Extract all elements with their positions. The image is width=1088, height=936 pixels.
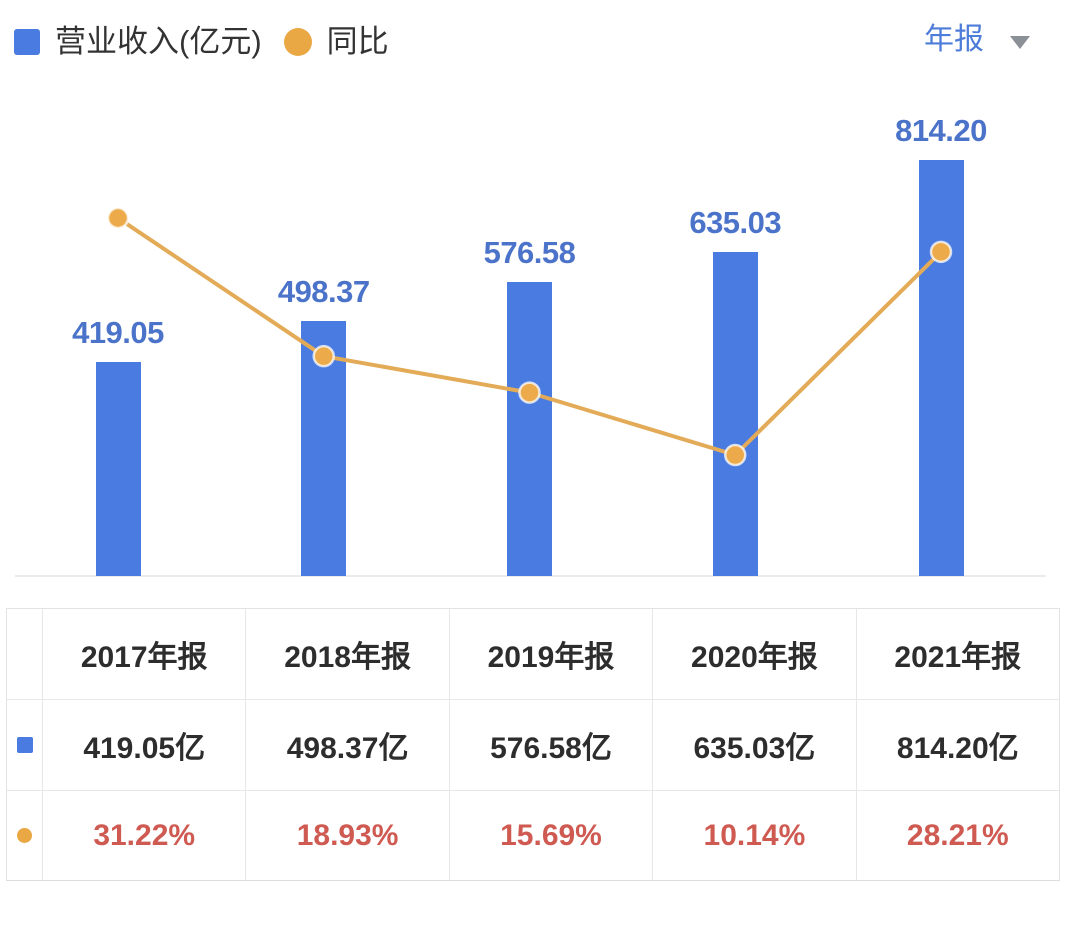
bar-value-label: 419.05 xyxy=(72,315,164,350)
yoy-dot-icon xyxy=(283,28,312,56)
bar-value-label: 576.58 xyxy=(483,234,576,270)
yoy-point-2019年报[interactable] xyxy=(518,381,541,404)
yoy-cell: 18.93% xyxy=(245,790,449,880)
bar-value-label: 498.37 xyxy=(277,274,370,310)
legend-label-yoy: 同比 xyxy=(326,24,389,59)
yoy-dot-icon xyxy=(17,828,32,843)
revenue-bar-2017年报[interactable] xyxy=(95,362,141,576)
period-selector-label: 年报 xyxy=(924,23,984,56)
period-selector[interactable]: 年报 xyxy=(924,22,1030,58)
yoy-point-2018年报[interactable] xyxy=(312,344,335,368)
revenue-swatch-icon xyxy=(16,737,33,753)
revenue-bar-2019年报[interactable] xyxy=(507,281,552,576)
bar-value-label: 814.20 xyxy=(895,113,987,149)
header-cell: 2019年报 xyxy=(448,609,652,699)
revenue-bar-2021年报[interactable] xyxy=(918,160,964,576)
yoy-point-2021年报[interactable] xyxy=(929,240,953,264)
yoy-point-2020年报[interactable] xyxy=(724,443,747,467)
revenue-cell: 419.05亿 xyxy=(42,699,246,790)
chart-legend: 营业收入(亿元) 同比 xyxy=(14,24,389,60)
header-cell: 2018年报 xyxy=(245,609,448,699)
legend-item-revenue[interactable]: 营业收入(亿元) xyxy=(14,24,262,60)
revenue-cell: 814.20亿 xyxy=(855,699,1059,790)
yoy-point-2017年报[interactable] xyxy=(106,206,130,230)
table-corner-cell xyxy=(7,609,42,699)
legend-item-yoy[interactable]: 同比 xyxy=(283,24,389,60)
revenue-row-icon-cell xyxy=(7,699,42,790)
yoy-cell: 15.69% xyxy=(448,790,653,880)
caret-down-icon xyxy=(1010,35,1030,49)
x-axis-baseline xyxy=(15,575,1046,577)
revenue-swatch-icon xyxy=(14,29,40,55)
yoy-cell: 10.14% xyxy=(652,790,856,880)
bar-value-label: 635.03 xyxy=(689,204,782,240)
revenue-bar-2020年报[interactable] xyxy=(712,251,758,576)
legend-label-revenue: 营业收入(亿元) xyxy=(55,24,262,59)
yoy-row-icon-cell xyxy=(7,790,42,880)
bar-line-chart: 419.05 498.37 576.58 635.03 814.20 xyxy=(15,113,1046,577)
yoy-cell: 28.21% xyxy=(855,790,1059,880)
revenue-cell: 635.03亿 xyxy=(652,699,856,790)
header-cell: 2017年报 xyxy=(42,609,245,699)
revenue-cell: 576.58亿 xyxy=(448,699,653,790)
yoy-line-series xyxy=(106,206,953,467)
revenue-cell: 498.37亿 xyxy=(245,699,449,790)
header-cell: 2020年报 xyxy=(652,609,855,699)
header-cell: 2021年报 xyxy=(855,609,1059,699)
yoy-cell: 31.22% xyxy=(42,790,246,880)
data-table: 2017年报 2018年报 2019年报 2020年报 2021年报 419.0… xyxy=(6,608,1060,881)
